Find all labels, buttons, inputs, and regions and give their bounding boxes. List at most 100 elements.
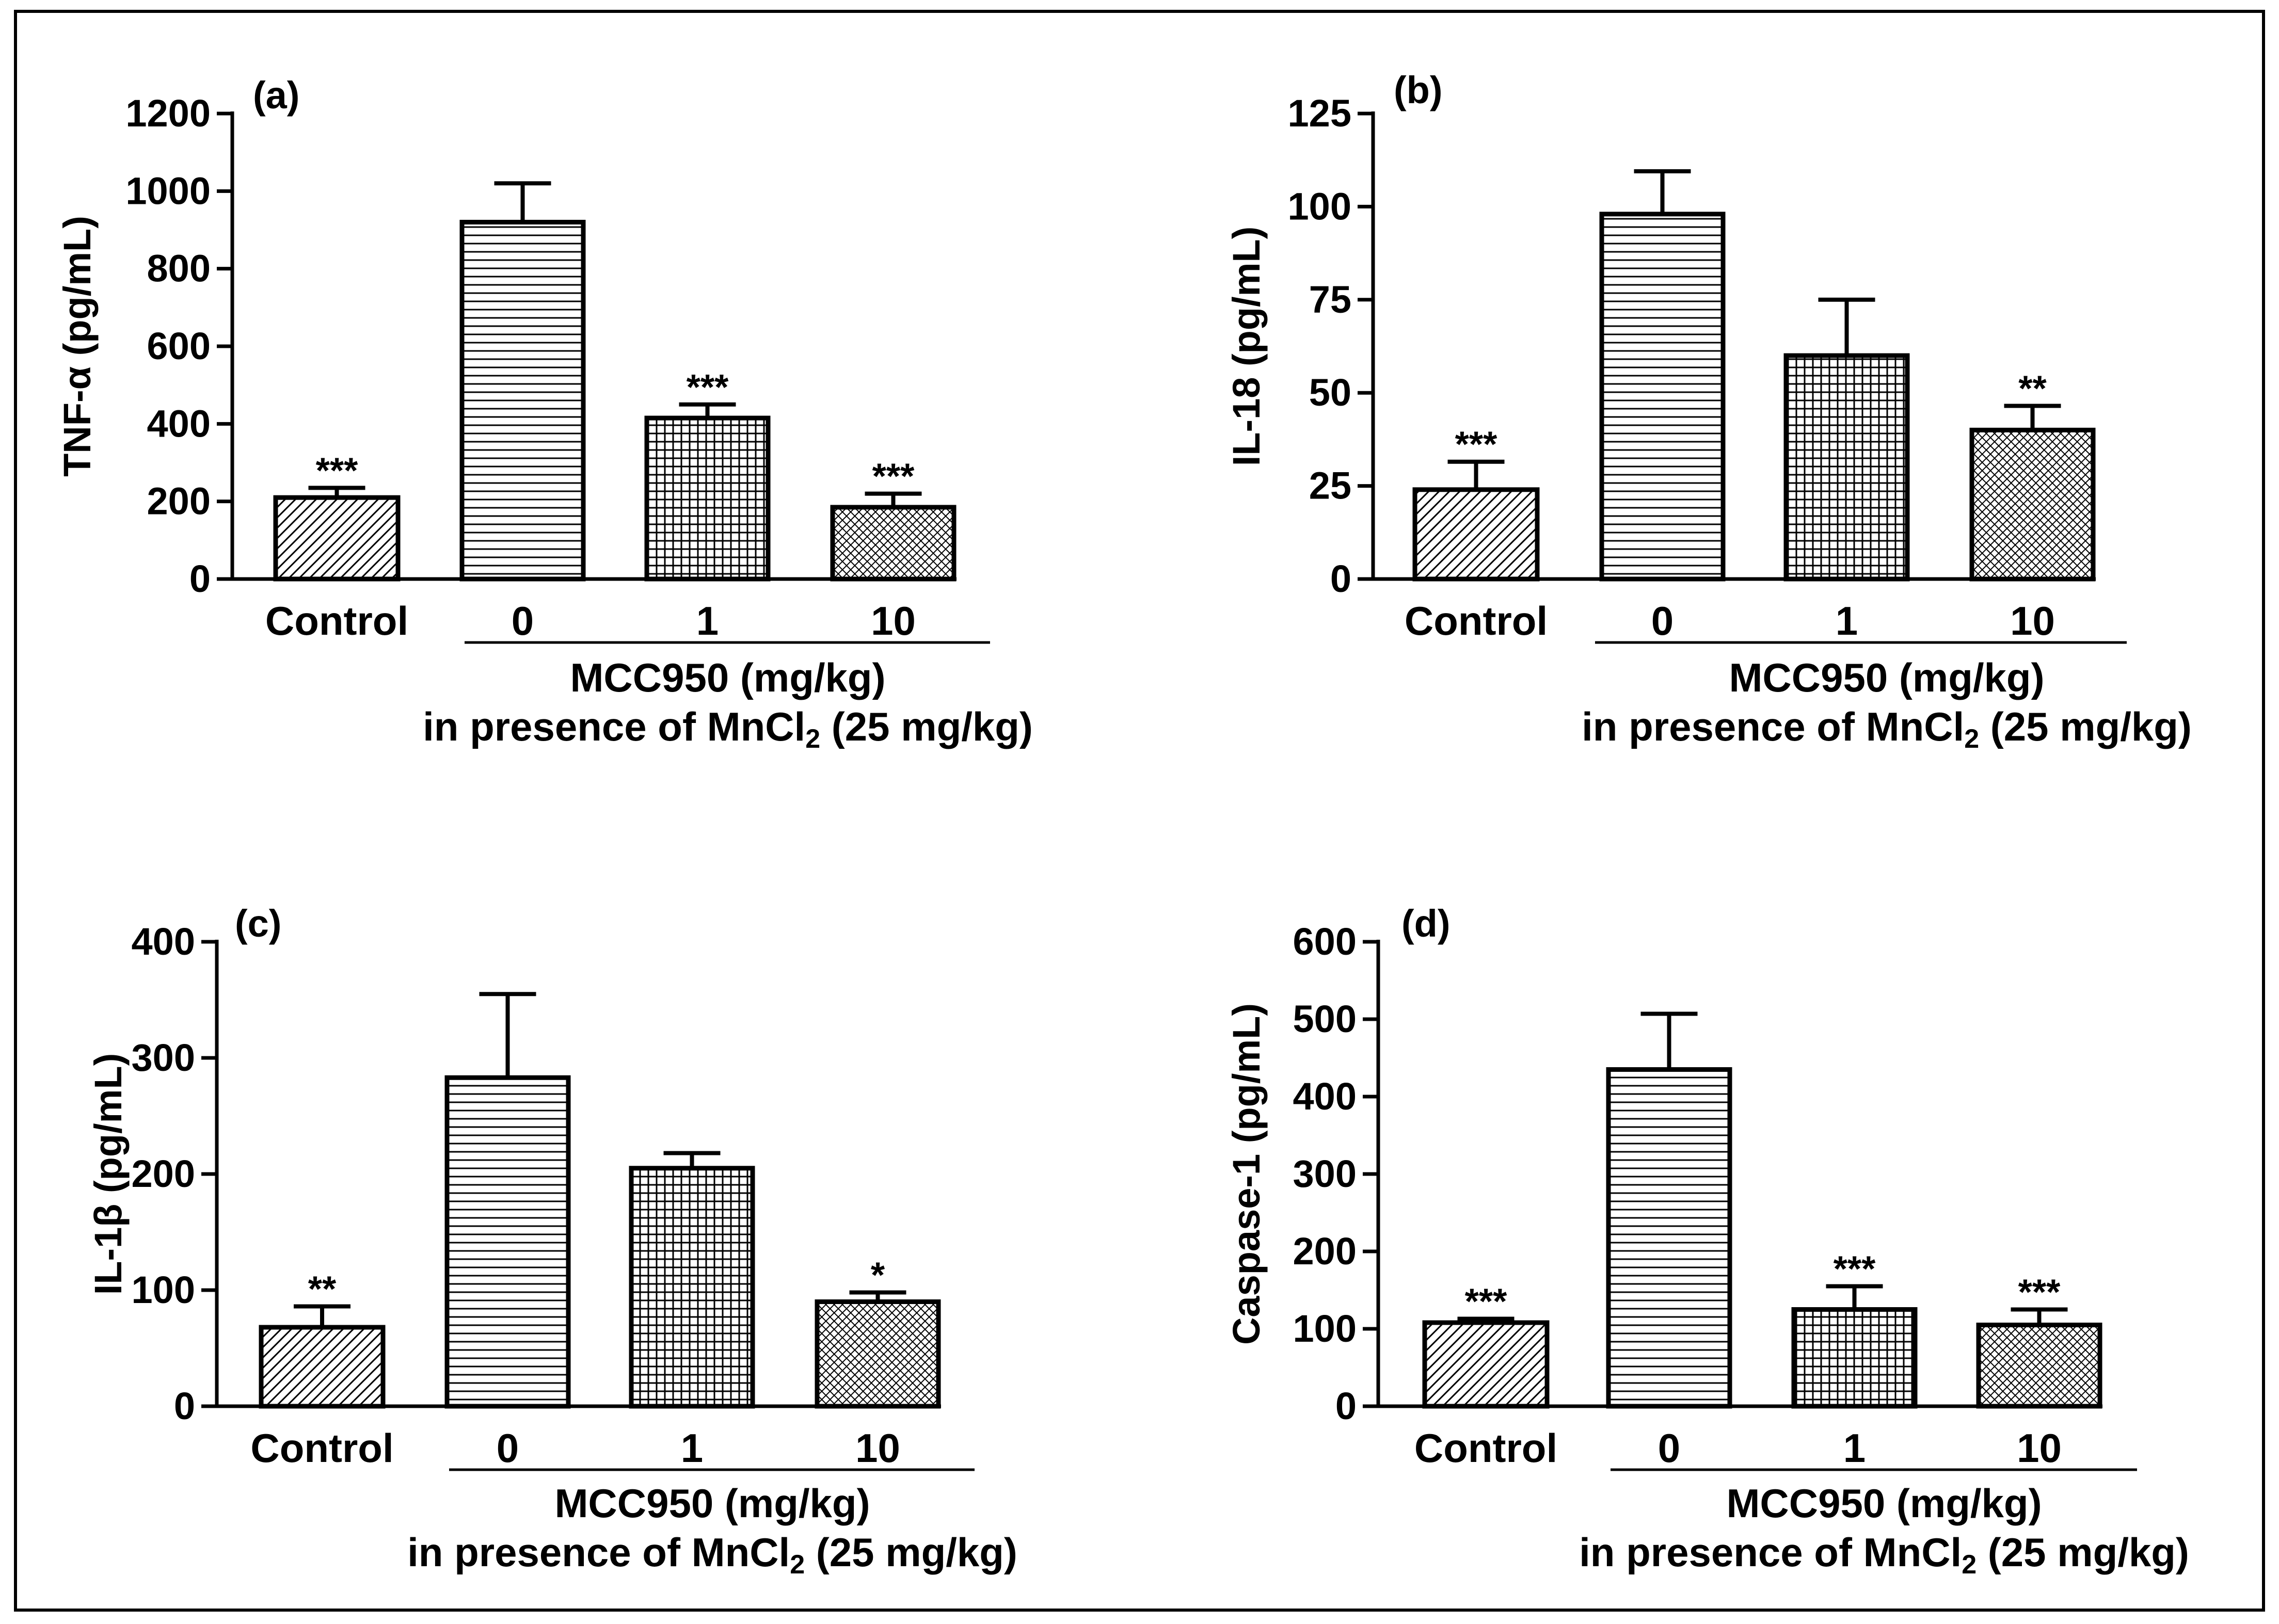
y-tick-label: 1200 — [125, 92, 211, 135]
error-bar — [663, 1151, 721, 1168]
y-tick-label: 100 — [1293, 1307, 1357, 1350]
y-axis-title: IL-18 (pg/mL) — [1225, 227, 1268, 467]
error-bar — [479, 992, 536, 1078]
x-tick-label: 10 — [2017, 1425, 2062, 1471]
group-label-line2: in presence of MnCl2 (25 mg/kg) — [1582, 704, 2192, 754]
group-label-suffix: (25 mg/kg) — [805, 1530, 1017, 1575]
error-bar — [1634, 169, 1691, 214]
y-tick-label: 400 — [1293, 1075, 1357, 1118]
significance-label: *** — [1465, 1281, 1507, 1322]
error-bar — [865, 491, 922, 507]
bar-dose-0 — [1606, 1067, 1732, 1409]
error-bar — [849, 1290, 906, 1302]
chart-panel-d: *** *** *** 0 100 200 300 400 500 600 Control 0 1 10 M… — [1225, 902, 2189, 1580]
x-tick-label: Control — [1405, 598, 1548, 644]
y-tick-label: 400 — [147, 402, 211, 445]
bar-dose-0 — [459, 219, 586, 582]
error-bar — [1447, 459, 1505, 490]
y-tick-label: 600 — [1293, 920, 1357, 963]
error-bar — [494, 181, 551, 222]
y-axis-title: TNF-α (pg/mL) — [56, 216, 99, 477]
significance-label: *** — [2018, 1272, 2061, 1312]
y-tick-label: 0 — [189, 557, 211, 600]
x-tick-label: Control — [1414, 1425, 1557, 1471]
bar-dose-0 — [1599, 212, 1726, 582]
bar-dose-10 — [1976, 1323, 2102, 1409]
group-label-prefix: in presence of MnCl — [1582, 704, 1964, 749]
x-tick-label: 10 — [871, 598, 916, 644]
bar-dose-10 — [1969, 427, 2096, 582]
error-bar — [2011, 1307, 2068, 1325]
significance-label: *** — [1455, 424, 1497, 464]
bar-dose-1 — [629, 1166, 755, 1409]
bar-dose-1 — [1783, 353, 1910, 582]
y-axis-title: Caspase-1 (pg/mL) — [1225, 1003, 1268, 1345]
x-tick-label: 1 — [1843, 1425, 1866, 1471]
y-tick-label: 300 — [1293, 1152, 1357, 1195]
chart-panel-a: *** *** *** 0 200 400 600 800 1000 1200 Control 0 1 1… — [56, 74, 1033, 754]
group-label-line2: in presence of MnCl2 (25 mg/kg) — [1579, 1530, 2189, 1580]
y-tick-label: 0 — [1330, 557, 1351, 600]
y-tick-label: 1000 — [125, 169, 211, 212]
x-tick-label: 1 — [681, 1425, 703, 1471]
significance-label: *** — [1834, 1249, 1876, 1289]
panel-label: (a) — [253, 74, 299, 117]
error-bar — [1457, 1316, 1515, 1323]
y-tick-label: 500 — [1293, 998, 1357, 1040]
bar-control — [1422, 1320, 1550, 1409]
panel-label: (c) — [235, 902, 281, 945]
bar-control — [259, 1325, 386, 1409]
y-axis-title: IL-1β (pg/mL) — [87, 1053, 130, 1295]
significance-label: * — [871, 1255, 885, 1295]
error-bar — [1640, 1011, 1698, 1070]
group-label-line2: in presence of MnCl2 (25 mg/kg) — [407, 1530, 1017, 1580]
group-label-line1: MCC950 (mg/kg) — [554, 1481, 870, 1526]
significance-label: *** — [687, 367, 729, 407]
y-tick-label: 200 — [132, 1152, 195, 1195]
bar-dose-10 — [815, 1299, 941, 1409]
y-tick-label: 600 — [147, 325, 211, 367]
y-tick-label: 50 — [1309, 371, 1351, 414]
x-tick-label: 0 — [512, 598, 534, 644]
group-label-prefix: in presence of MnCl — [1579, 1530, 1962, 1575]
group-label-subscript: 2 — [1964, 724, 1979, 754]
group-label-line2: in presence of MnCl2 (25 mg/kg) — [423, 704, 1033, 754]
x-tick-label: 10 — [855, 1425, 900, 1471]
x-tick-label: 0 — [1651, 598, 1674, 644]
y-tick-label: 200 — [147, 480, 211, 523]
group-label-line1: MCC950 (mg/kg) — [1726, 1481, 2042, 1526]
x-tick-label: 10 — [2010, 598, 2055, 644]
group-label-line1: MCC950 (mg/kg) — [570, 655, 885, 700]
bar-control — [1412, 487, 1540, 582]
panel-label: (b) — [1394, 69, 1443, 111]
y-tick-label: 400 — [132, 920, 195, 963]
y-tick-label: 0 — [1335, 1385, 1357, 1427]
group-label-suffix: (25 mg/kg) — [1977, 1530, 2189, 1575]
error-bar — [1818, 297, 1875, 356]
bar-dose-1 — [1791, 1307, 1918, 1409]
bar-dose-0 — [444, 1075, 571, 1409]
error-bar — [308, 486, 365, 498]
group-label-prefix: in presence of MnCl — [407, 1530, 790, 1575]
significance-label: *** — [872, 456, 915, 496]
y-tick-label: 800 — [147, 247, 211, 290]
y-tick-label: 25 — [1309, 464, 1351, 507]
x-tick-label: Control — [265, 598, 408, 644]
y-tick-label: 125 — [1288, 92, 1351, 135]
group-label-subscript: 2 — [790, 1550, 805, 1580]
x-tick-label: 0 — [1658, 1425, 1680, 1471]
x-tick-label: 1 — [1836, 598, 1858, 644]
significance-label: ** — [308, 1269, 337, 1309]
group-label-line1: MCC950 (mg/kg) — [1729, 655, 2044, 700]
error-bar — [2004, 404, 2061, 430]
x-tick-label: 1 — [696, 598, 719, 644]
group-label-subscript: 2 — [1962, 1550, 1977, 1580]
group-label-subscript: 2 — [805, 724, 820, 754]
significance-label: ** — [2018, 368, 2047, 408]
y-tick-label: 100 — [132, 1268, 195, 1311]
group-label-prefix: in presence of MnCl — [423, 704, 805, 749]
error-bar — [294, 1304, 350, 1327]
